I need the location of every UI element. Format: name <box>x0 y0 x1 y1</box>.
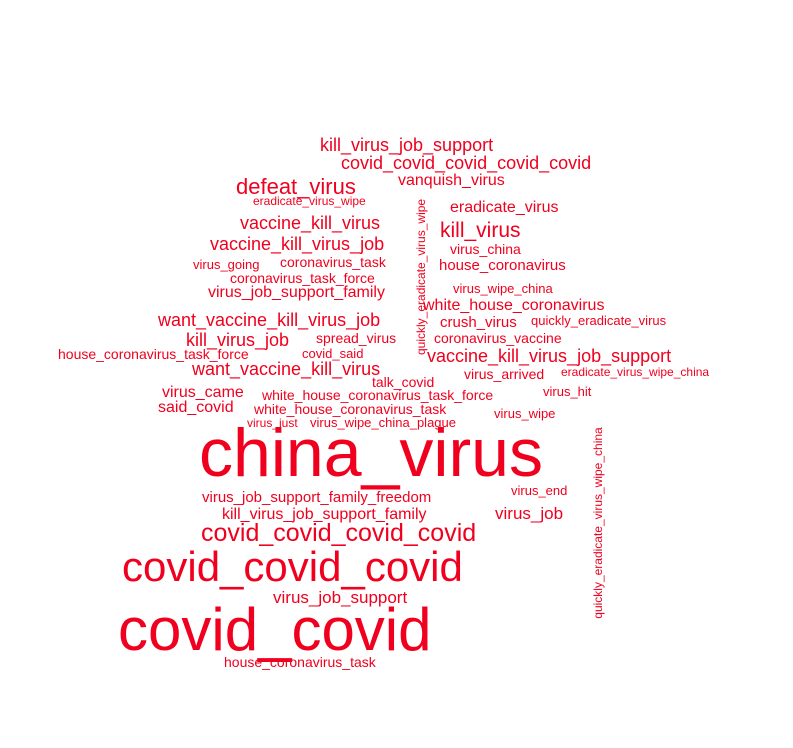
word: vaccine_kill_virus_job_support <box>427 346 672 366</box>
word: virus_came <box>162 384 244 401</box>
word: covid_said <box>302 346 364 361</box>
word: crush_virus <box>440 314 517 331</box>
word: vaccine_kill_virus_job <box>210 234 385 254</box>
word: defeat_virus <box>236 174 356 199</box>
word: virus_job_support <box>273 588 408 607</box>
word: spread_virus <box>316 330 397 346</box>
word: virus_wipe_china_plague <box>310 415 456 430</box>
word: virus_wipe_china <box>453 281 553 296</box>
word: virus_job_support_family <box>208 284 385 301</box>
word: china_virus <box>199 415 543 491</box>
word: kill_virus_job_support_family <box>222 506 427 523</box>
word: kill_virus <box>440 219 521 242</box>
word: coronavirus_task <box>280 254 386 270</box>
word: virus_job <box>495 504 564 523</box>
word: eradicate_virus_wipe <box>253 194 366 208</box>
word: virus_arrived <box>464 366 545 382</box>
word: eradicate_virus_wipe_china <box>561 365 710 379</box>
word: house_coronavirus <box>439 257 566 274</box>
word: coronavirus_task_force <box>230 270 375 286</box>
word: covid_covid_covid_covid_covid <box>341 153 592 173</box>
word: vanquish_virus <box>398 172 505 189</box>
word: coronavirus_vaccine <box>434 330 562 346</box>
word: talk_covid <box>372 374 435 390</box>
word: want_vaccine_kill_virus <box>192 359 381 379</box>
word: vaccine_kill_virus <box>240 213 381 233</box>
word: white_house_coronavirus_task_force <box>262 387 494 403</box>
word: white_house_coronavirus_task <box>254 401 447 417</box>
word: want_vaccine_kill_virus_job <box>158 310 381 330</box>
word: virus_going <box>193 257 260 272</box>
word: kill_virus_job <box>186 330 290 350</box>
word: virus_hit <box>543 384 592 399</box>
word: covid_covid_covid <box>122 543 463 590</box>
word-vertical: quickly_eradicate_virus_wipe_china <box>591 427 605 619</box>
word: house_coronavirus_task <box>224 654 376 670</box>
word: covid_covid <box>118 596 432 663</box>
word: kill_virus_job_support <box>320 135 494 155</box>
word: white_house_coronavirus <box>423 297 605 314</box>
word: virus_job_support_family_freedom <box>202 489 432 506</box>
word-vertical: quickly_eradicate_virus_wipe <box>414 198 428 355</box>
word: virus_wipe <box>494 406 556 421</box>
word: eradicate_virus <box>450 199 559 216</box>
word: virus_end <box>511 483 568 498</box>
word: virus_just <box>247 416 298 430</box>
word: covid_covid_covid_covid <box>201 519 477 547</box>
word: virus_china <box>450 241 521 257</box>
word: quickly_eradicate_virus <box>531 313 667 328</box>
word: house_coronavirus_task_force <box>58 346 249 362</box>
word: said_covid <box>158 399 234 416</box>
